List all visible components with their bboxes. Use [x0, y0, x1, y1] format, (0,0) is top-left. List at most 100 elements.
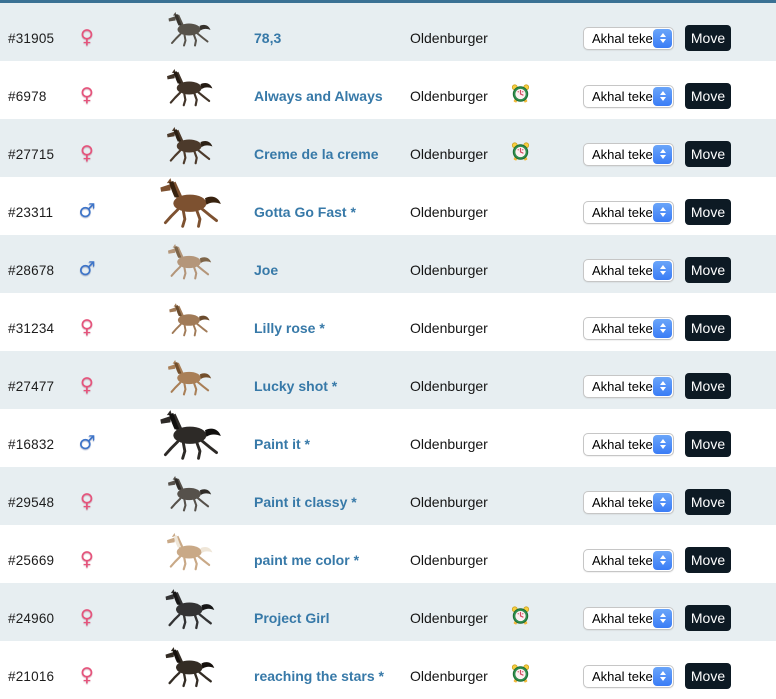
move-button[interactable]: Move [685, 141, 731, 167]
horse-name-link[interactable]: Lucky shot * [254, 378, 338, 394]
breed-select-value: Akhal teke [592, 204, 653, 220]
horse-breed: Oldenburger [410, 378, 488, 394]
breed-select[interactable]: Akhal teke [583, 316, 674, 340]
horse-name-link[interactable]: 78,3 [254, 30, 282, 46]
alarm-clock-icon [510, 141, 531, 167]
table-row: #23311 ♂ [0, 177, 776, 235]
horse-id: #6978 [8, 88, 47, 104]
breed-select[interactable]: Akhal teke [583, 432, 674, 456]
gender-female-icon: ♀ [80, 374, 94, 396]
move-button[interactable]: Move [685, 315, 731, 341]
gender-female-icon: ♀ [80, 664, 94, 686]
breed-select-value: Akhal teke [592, 88, 653, 104]
horse-name-link[interactable]: Joe [254, 262, 279, 278]
breed-select[interactable]: Akhal teke [583, 664, 674, 688]
gender-female-icon: ♀ [80, 84, 94, 106]
move-button[interactable]: Move [685, 25, 731, 51]
horse-image [161, 359, 213, 397]
breed-select-value: Akhal teke [592, 610, 653, 626]
move-button[interactable]: Move [685, 431, 731, 457]
horse-breed: Oldenburger [410, 668, 488, 684]
table-row: #29548 ♀ [0, 467, 776, 525]
breed-select-value: Akhal teke [592, 494, 653, 510]
gender-female-icon: ♀ [80, 548, 94, 570]
breed-select[interactable]: Akhal teke [583, 548, 674, 572]
gender-male-icon: ♂ [78, 258, 96, 280]
horse-breed: Oldenburger [410, 552, 488, 568]
horse-breed: Oldenburger [410, 262, 488, 278]
horse-id: #31905 [8, 30, 55, 46]
horse-image [158, 589, 216, 631]
breed-select[interactable]: Akhal teke [583, 606, 674, 630]
breed-select[interactable]: Akhal teke [583, 490, 674, 514]
horse-breed: Oldenburger [410, 204, 488, 220]
horse-name-link[interactable]: Paint it * [254, 436, 311, 452]
table-row: #31905 ♀ [0, 3, 776, 61]
horse-id: #23311 [8, 204, 54, 220]
horse-image [161, 475, 213, 513]
move-button[interactable]: Move [685, 489, 731, 515]
horse-image [151, 178, 223, 230]
alarm-clock-icon [510, 663, 531, 689]
table-row: #27715 ♀ [0, 119, 776, 177]
horse-name-link[interactable]: Lilly rose * [254, 320, 325, 336]
horse-image [151, 410, 223, 462]
table-row: #6978 ♀ [0, 61, 776, 119]
breed-select[interactable]: Akhal teke [583, 258, 674, 282]
breed-select-value: Akhal teke [592, 668, 653, 684]
horse-id: #16832 [8, 436, 55, 452]
select-stepper-icon [653, 608, 672, 628]
breed-select-value: Akhal teke [592, 436, 653, 452]
table-row: #31234 ♀ [0, 293, 776, 351]
gender-male-icon: ♂ [78, 200, 96, 222]
horse-id: #27715 [8, 146, 55, 162]
table-row: #21016 ♀ [0, 641, 776, 699]
select-stepper-icon [653, 666, 672, 686]
breed-select[interactable]: Akhal teke [583, 26, 674, 50]
horse-name-link[interactable]: Gotta Go Fast * [254, 204, 356, 220]
gender-female-icon: ♀ [80, 316, 94, 338]
gender-female-icon: ♀ [80, 26, 94, 48]
horse-name-link[interactable]: Paint it classy * [254, 494, 357, 510]
horse-name-link[interactable]: Project Girl [254, 610, 330, 626]
horse-name-link[interactable]: Always and Always [254, 88, 383, 104]
move-button[interactable]: Move [685, 83, 731, 109]
horse-breed: Oldenburger [410, 436, 488, 452]
select-stepper-icon [653, 376, 672, 396]
horse-breed: Oldenburger [410, 320, 488, 336]
alarm-clock-icon [510, 605, 531, 631]
breed-select[interactable]: Akhal teke [583, 200, 674, 224]
select-stepper-icon [653, 260, 672, 280]
breed-select[interactable]: Akhal teke [583, 84, 674, 108]
select-stepper-icon [653, 550, 672, 570]
breed-select[interactable]: Akhal teke [583, 374, 674, 398]
move-button[interactable]: Move [685, 663, 731, 689]
gender-female-icon: ♀ [80, 490, 94, 512]
horse-breed: Oldenburger [410, 494, 488, 510]
breed-select-value: Akhal teke [592, 552, 653, 568]
horse-image [162, 12, 212, 48]
horse-image [158, 647, 216, 689]
table-row: #24960 ♀ [0, 583, 776, 641]
horse-table: #31905 ♀ [0, 3, 776, 699]
select-stepper-icon [653, 86, 672, 106]
breed-select-value: Akhal teke [592, 262, 653, 278]
move-button[interactable]: Move [685, 547, 731, 573]
horse-name-link[interactable]: Creme de la creme [254, 146, 379, 162]
move-button[interactable]: Move [685, 257, 731, 283]
horse-name-link[interactable]: paint me color * [254, 552, 360, 568]
alarm-clock-icon [510, 83, 531, 109]
breed-select-value: Akhal teke [592, 378, 653, 394]
horse-image [161, 243, 213, 281]
horse-name-link[interactable]: reaching the stars * [254, 668, 384, 684]
move-button[interactable]: Move [685, 605, 731, 631]
gender-female-icon: ♀ [80, 606, 94, 628]
move-button[interactable]: Move [685, 373, 731, 399]
page-top-border [0, 0, 776, 3]
move-button[interactable]: Move [685, 199, 731, 225]
breed-select[interactable]: Akhal teke [583, 142, 674, 166]
horse-image [163, 302, 211, 338]
horse-image [160, 532, 214, 572]
select-stepper-icon [653, 492, 672, 512]
horse-image [160, 126, 214, 166]
